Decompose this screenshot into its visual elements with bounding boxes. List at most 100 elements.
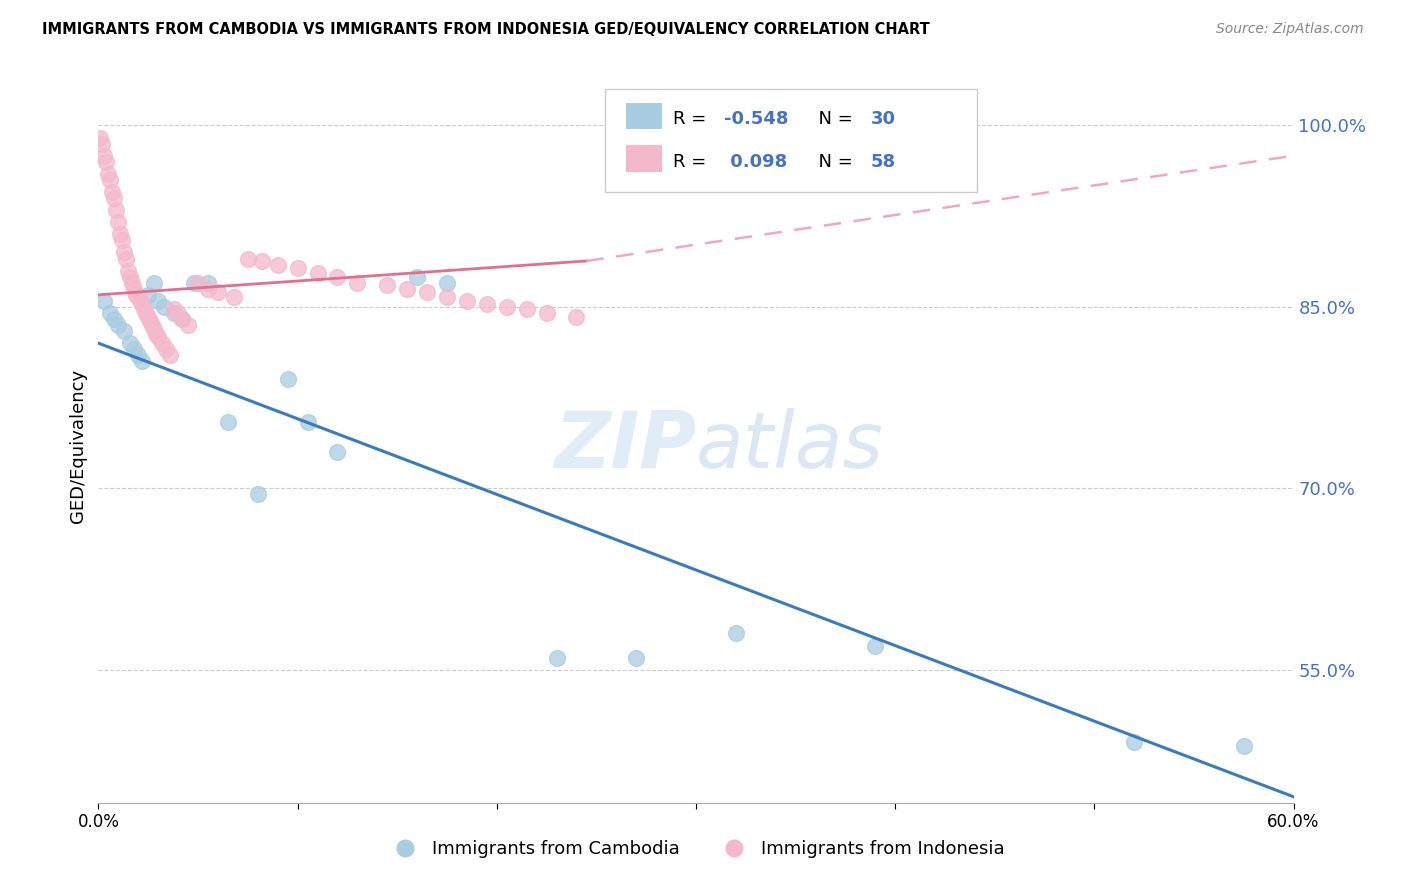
Point (495, 300, 517, 314)
Point (107, 215, 129, 229)
Point (134, 302, 156, 317)
Point (131, 354, 153, 368)
Point (536, 306, 558, 320)
Point (516, 302, 538, 317)
Point (236, 252, 259, 266)
Point (125, 288, 148, 302)
Point (107, 318, 129, 332)
Point (124, 343, 146, 357)
Point (153, 300, 176, 314)
Point (1123, 735, 1146, 749)
Point (120, 336, 142, 351)
Point (172, 312, 194, 326)
Point (326, 269, 349, 284)
Point (131, 297, 153, 311)
Point (89, 130, 111, 145)
Point (112, 245, 135, 260)
Point (148, 293, 170, 308)
Point (91, 136, 114, 151)
Point (163, 306, 186, 320)
Point (93, 149, 115, 163)
Point (150, 336, 173, 351)
Point (103, 191, 125, 205)
Legend: Immigrants from Cambodia, Immigrants from Indonesia: Immigrants from Cambodia, Immigrants fro… (380, 833, 1012, 865)
Point (197, 276, 219, 290)
Text: 58: 58 (870, 153, 896, 170)
Point (115, 252, 138, 266)
Text: 0.098: 0.098 (724, 153, 787, 170)
Point (307, 266, 329, 280)
Point (326, 445, 349, 459)
Text: R =: R = (673, 110, 713, 128)
Point (112, 324, 135, 338)
Point (167, 306, 190, 320)
Point (456, 293, 478, 308)
Point (143, 321, 166, 335)
Point (375, 278, 398, 293)
Point (396, 282, 419, 296)
Point (117, 263, 139, 277)
Point (297, 415, 319, 429)
Point (177, 318, 200, 332)
Point (197, 282, 219, 296)
Text: ZIP: ZIP (554, 408, 696, 484)
Point (143, 276, 166, 290)
Point (105, 203, 128, 218)
Text: atlas: atlas (696, 408, 884, 484)
Point (159, 348, 181, 362)
Point (124, 282, 146, 296)
Point (172, 312, 194, 326)
Point (436, 276, 458, 290)
Point (139, 314, 162, 328)
Text: Source: ZipAtlas.com: Source: ZipAtlas.com (1216, 22, 1364, 37)
Point (163, 302, 186, 317)
Text: IMMIGRANTS FROM CAMBODIA VS IMMIGRANTS FROM INDONESIA GED/EQUIVALENCY CORRELATIO: IMMIGRANTS FROM CAMBODIA VS IMMIGRANTS F… (42, 22, 929, 37)
Point (136, 310, 159, 324)
Text: R =: R = (673, 153, 713, 170)
Point (110, 227, 132, 242)
Point (724, 626, 747, 640)
Text: -0.548: -0.548 (724, 110, 789, 128)
Point (187, 276, 209, 290)
Point (207, 285, 229, 300)
Point (136, 288, 159, 302)
Text: N =: N = (807, 153, 859, 170)
Point (120, 269, 142, 284)
Point (277, 372, 299, 386)
Point (129, 293, 152, 307)
Point (101, 185, 124, 199)
Point (155, 343, 177, 357)
Point (96, 154, 118, 169)
Point (246, 487, 269, 501)
Point (217, 415, 239, 429)
Point (346, 276, 368, 290)
Point (863, 639, 886, 653)
Point (436, 290, 458, 304)
Point (1233, 739, 1256, 753)
Point (222, 290, 245, 304)
Point (406, 269, 429, 284)
Point (183, 276, 205, 290)
Point (127, 290, 149, 304)
Point (103, 312, 125, 326)
Point (475, 297, 498, 311)
Point (287, 261, 309, 276)
Point (93, 293, 115, 308)
Text: 30: 30 (870, 110, 896, 128)
Point (145, 326, 167, 341)
Point (98, 306, 122, 320)
Point (97, 167, 120, 181)
Point (135, 306, 157, 320)
Point (141, 318, 163, 332)
Point (127, 348, 149, 362)
Point (565, 310, 588, 324)
Point (416, 285, 439, 300)
Point (121, 276, 143, 290)
Point (250, 254, 273, 268)
Text: N =: N = (807, 110, 859, 128)
Point (111, 233, 134, 247)
Point (267, 258, 290, 272)
Point (546, 650, 568, 665)
Point (148, 330, 170, 344)
Y-axis label: GED/Equivalency: GED/Equivalency (69, 369, 87, 523)
